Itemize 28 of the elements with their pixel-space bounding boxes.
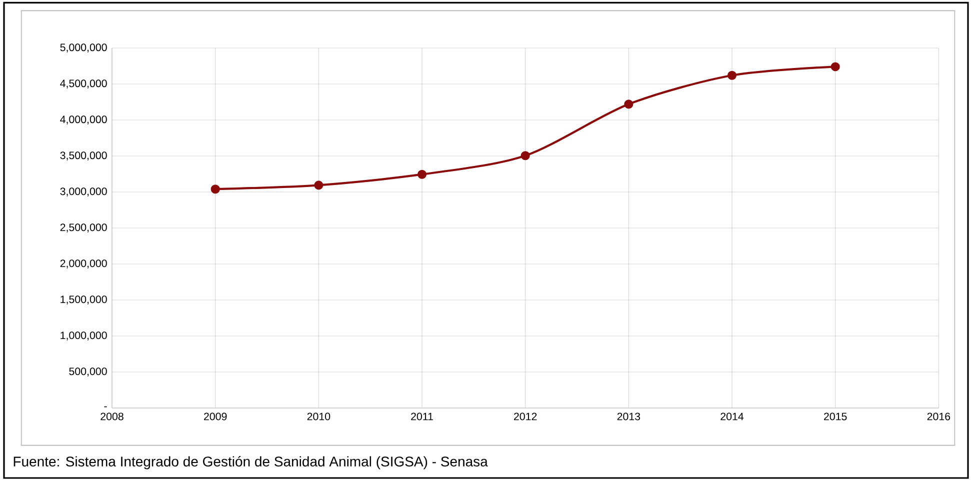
point xyxy=(210,184,220,194)
x-tick-label: 2010 xyxy=(307,412,330,420)
point xyxy=(314,180,324,190)
x-tick-label: 2012 xyxy=(514,412,537,420)
x-tick-label: 2015 xyxy=(824,412,847,420)
point xyxy=(520,151,530,160)
point xyxy=(830,62,840,72)
y-tick-label: - xyxy=(104,406,107,408)
y-tick-label: 1,500,000 xyxy=(60,296,107,304)
y-tick-label: 500,000 xyxy=(69,368,107,376)
x-tick-label: 2016 xyxy=(927,412,950,420)
y-tick-label: 3,000,000 xyxy=(60,188,107,196)
point xyxy=(727,70,737,80)
source-note: Fuente: Sistema Integrado de Gestión de Sanidad Animal (SIGSA) - Senasa xyxy=(14,456,488,470)
y-tick-label: 4,500,000 xyxy=(60,80,107,88)
x-tick-label: 2013 xyxy=(617,412,640,420)
point xyxy=(417,170,427,179)
y-tick-label: 3,500,000 xyxy=(60,152,107,160)
x-tick-label: 2014 xyxy=(720,412,744,420)
x-tick-label: 2011 xyxy=(411,412,433,420)
y-tick-label: 1,000,000 xyxy=(60,332,107,340)
point xyxy=(624,100,634,109)
y-tick-label: 2,500,000 xyxy=(60,224,107,232)
y-tick-label: 2,000,000 xyxy=(60,260,107,268)
y-tick-label: 5,000,000 xyxy=(60,44,107,52)
x-tick-label: 2009 xyxy=(204,412,227,420)
y-tick-label: 4,000,000 xyxy=(60,116,107,124)
x-tick-label: 2008 xyxy=(100,412,124,420)
